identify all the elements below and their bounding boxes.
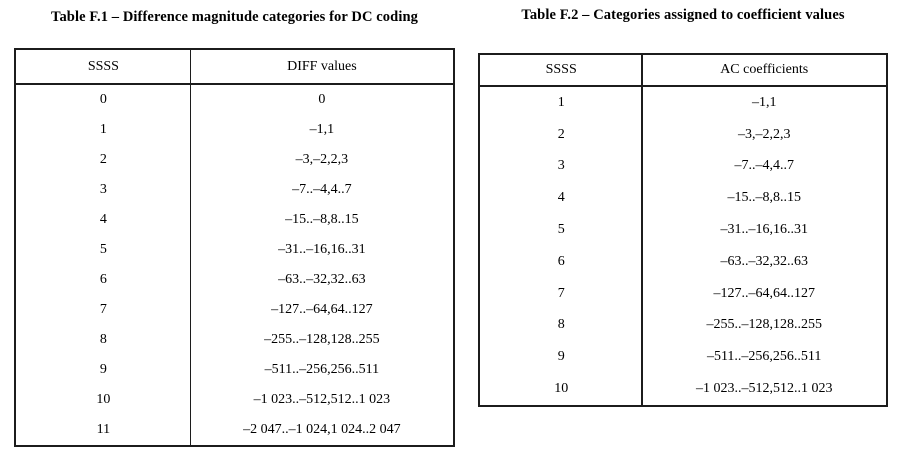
values-cell: –127..–64,64..127: [271, 302, 373, 317]
ssss-cell: 4: [99, 212, 107, 227]
ssss-cell: 3: [99, 182, 107, 197]
table-row: 5 –31..–16,16..31: [480, 214, 886, 246]
values-cell: –63..–32,32..63: [278, 272, 366, 287]
table-f2-header-ac-coefficients: AC coefficients: [720, 62, 809, 77]
ssss-cell: 1: [99, 122, 107, 137]
values-cell: –1 023..–512,512..1 023: [695, 381, 833, 397]
table-f1: SSSS DIFF values 0 0 1 –1,1 2 –3,–2,2,3 3 –7..–…: [14, 48, 455, 447]
ssss-cell: 7: [99, 302, 107, 317]
values-cell: –7..–4,4..7: [734, 158, 794, 174]
ssss-cell: 5: [557, 222, 565, 238]
values-cell: –1,1: [309, 122, 335, 137]
ssss-cell: 5: [99, 242, 107, 257]
table-f2-header-ssss: SSSS: [545, 62, 577, 77]
table-f1-body: 0 0 1 –1,1 2 –3,–2,2,3 3 –7..–4,4..7 4 –15..–8,8.…: [16, 85, 453, 445]
ssss-cell: 7: [557, 285, 565, 301]
values-cell: –3,–2,2,3: [295, 152, 349, 167]
ssss-cell: 4: [557, 190, 565, 206]
table-row: 6 –63..–32,32..63: [480, 246, 886, 278]
table-row: 10 –1 023..–512,512..1 023: [480, 373, 886, 405]
ssss-cell: 3: [557, 158, 565, 174]
table-row: 1 –1,1: [480, 87, 886, 119]
values-cell: –255..–128,128..255: [706, 317, 822, 333]
values-cell: –255..–128,128..255: [264, 332, 380, 347]
values-cell: –7..–4,4..7: [292, 182, 352, 197]
table-f2-title: Table F.2 – Categories assigned to coeff…: [521, 7, 845, 23]
table-row: 10 –1 023..–512,512..1 023: [16, 385, 453, 415]
ssss-cell: 1: [557, 94, 565, 110]
ssss-cell: 8: [99, 332, 107, 347]
values-cell: –1,1: [751, 94, 777, 110]
values-cell: –127..–64,64..127: [713, 285, 815, 301]
table-row: 9 –511..–256,256..511: [16, 355, 453, 385]
table-f1-header-ssss: SSSS: [87, 58, 119, 74]
ssss-cell: 2: [99, 152, 107, 167]
table-row: 7 –127..–64,64..127: [480, 278, 886, 310]
table-f1-column-divider: [189, 50, 192, 445]
table-row: 3 –7..–4,4..7: [16, 175, 453, 205]
ssss-cell: 2: [557, 126, 565, 142]
ssss-cell: 6: [557, 253, 565, 269]
table-f1-header-diff-values: DIFF values: [287, 58, 357, 74]
values-cell: –15..–8,8..15: [285, 212, 359, 227]
table-row: 11 –2 047..–1 024,1 024..2 047: [16, 415, 453, 445]
table-row: 8 –255..–128,128..255: [16, 325, 453, 355]
ssss-cell: 10: [96, 392, 111, 407]
ssss-cell: 10: [554, 381, 569, 397]
ssss-cell: 0: [99, 92, 107, 107]
table-row: 2 –3,–2,2,3: [16, 145, 453, 175]
table-row: 4 –15..–8,8..15: [480, 182, 886, 214]
ssss-cell: 11: [96, 422, 111, 437]
values-cell: –1 023..–512,512..1 023: [253, 392, 391, 407]
table-row: 1 –1,1: [16, 115, 453, 145]
values-cell: –31..–16,16..31: [278, 242, 366, 257]
ssss-cell: 6: [99, 272, 107, 287]
values-cell: –31..–16,16..31: [720, 222, 808, 238]
table-row: 9 –511..–256,256..511: [480, 341, 886, 373]
values-cell: –3,–2,2,3: [737, 126, 791, 142]
values-cell: –63..–32,32..63: [720, 253, 808, 269]
ssss-cell: 9: [99, 362, 107, 377]
table-f2-column-divider: [641, 55, 643, 405]
values-cell: –511..–256,256..511: [706, 349, 822, 365]
table-f2-header-row: SSSS AC coefficients: [480, 55, 886, 87]
table-row: 4 –15..–8,8..15: [16, 205, 453, 235]
table-row: 3 –7..–4,4..7: [480, 151, 886, 183]
values-cell: –511..–256,256..511: [264, 362, 380, 377]
values-cell: –2 047..–1 024,1 024..2 047: [243, 422, 401, 437]
table-row: 5 –31..–16,16..31: [16, 235, 453, 265]
table-f1-title: Table F.1 – Difference magnitude categor…: [51, 9, 418, 25]
table-row: 6 –63..–32,32..63: [16, 265, 453, 295]
table-row: 8 –255..–128,128..255: [480, 310, 886, 342]
table-f2: SSSS AC coefficients 1 –1,1 2 –3,–2,2,3 3 –7.…: [478, 53, 888, 407]
table-f1-header-row: SSSS DIFF values: [16, 50, 453, 85]
ssss-cell: 8: [557, 317, 565, 333]
table-row: 2 –3,–2,2,3: [480, 119, 886, 151]
values-cell: –15..–8,8..15: [727, 190, 801, 206]
values-cell: 0: [318, 92, 326, 107]
ssss-cell: 9: [557, 349, 565, 365]
table-f2-body: 1 –1,1 2 –3,–2,2,3 3 –7..–4,4..7 4 –15..–8,8..1…: [480, 87, 886, 405]
table-row: 7 –127..–64,64..127: [16, 295, 453, 325]
